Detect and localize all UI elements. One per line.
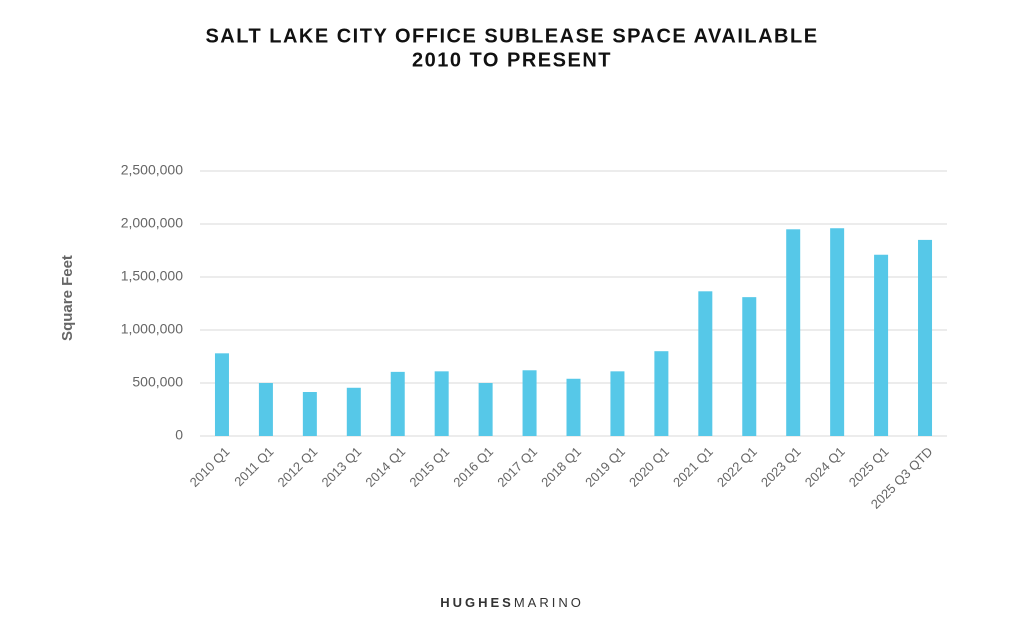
x-tick-label: 2011 Q1 bbox=[231, 444, 276, 489]
x-tick-label: 2015 Q1 bbox=[406, 444, 452, 490]
x-tick-label: 2017 Q1 bbox=[494, 444, 540, 490]
x-tick-label: 2023 Q1 bbox=[758, 444, 804, 490]
bar bbox=[698, 291, 713, 436]
y-tick-label: 1,000,000 bbox=[121, 321, 183, 337]
bar bbox=[478, 383, 493, 436]
chart-title: SALT LAKE CITY OFFICE SUBLEASE SPACE AVA… bbox=[205, 25, 818, 47]
x-tick-label: 2019 Q1 bbox=[582, 444, 628, 490]
bar bbox=[742, 297, 757, 436]
bar bbox=[874, 254, 889, 436]
bar bbox=[214, 353, 229, 436]
brand-light: MARINO bbox=[514, 595, 584, 610]
bar bbox=[346, 387, 361, 436]
bar bbox=[258, 383, 273, 436]
x-tick-label: 2018 Q1 bbox=[538, 444, 584, 490]
chart-subtitle: 2010 TO PRESENT bbox=[412, 49, 612, 71]
bar bbox=[390, 371, 405, 436]
x-tick-label: 2021 Q1 bbox=[670, 444, 716, 490]
y-tick-label: 1,500,000 bbox=[121, 268, 183, 284]
bar bbox=[918, 239, 933, 436]
brand: HUGHESMARINO bbox=[440, 595, 584, 610]
x-tick-label: 2022 Q1 bbox=[714, 444, 760, 490]
y-tick-label: 0 bbox=[175, 427, 183, 443]
bar bbox=[654, 351, 669, 436]
x-tick-label: 2012 Q1 bbox=[275, 444, 321, 490]
x-tick-label: 2010 Q1 bbox=[187, 444, 233, 490]
y-tick-label: 2,000,000 bbox=[121, 215, 183, 231]
x-tick-label: 2013 Q1 bbox=[318, 444, 364, 490]
bar bbox=[610, 371, 625, 436]
bar bbox=[830, 228, 845, 436]
bar bbox=[566, 378, 581, 436]
bar bbox=[786, 229, 801, 436]
bar bbox=[434, 371, 449, 436]
y-tick-label: 2,500,000 bbox=[121, 162, 183, 178]
x-tick-label: 2016 Q1 bbox=[450, 444, 496, 490]
bar bbox=[302, 392, 317, 436]
brand-bold: HUGHES bbox=[440, 595, 514, 610]
x-tick-label: 2014 Q1 bbox=[362, 444, 408, 490]
y-tick-label: 500,000 bbox=[132, 374, 183, 390]
y-axis-label: Square Feet bbox=[59, 255, 76, 341]
x-tick-label: 2024 Q1 bbox=[802, 444, 848, 490]
bar bbox=[522, 370, 537, 436]
x-tick-label: 2020 Q1 bbox=[626, 444, 672, 490]
